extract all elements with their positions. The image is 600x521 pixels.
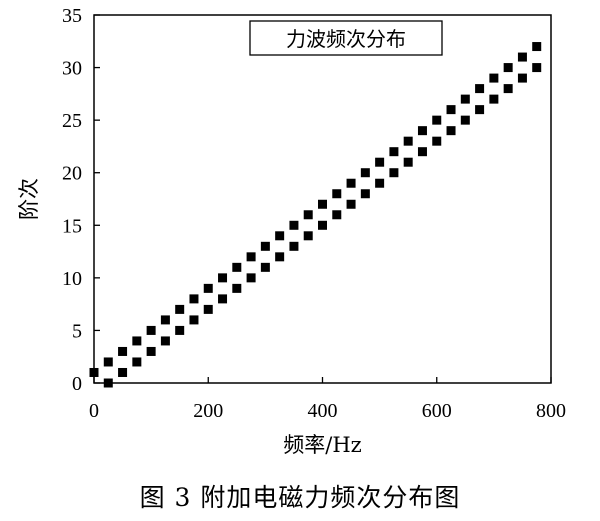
data-point-series-2 xyxy=(517,73,527,83)
data-point-series-1 xyxy=(318,199,327,209)
data-point-series-1 xyxy=(346,178,356,188)
data-point-series-1 xyxy=(432,115,442,125)
data-point-series-1 xyxy=(517,52,527,62)
data-point-series-2 xyxy=(289,241,299,251)
data-point-series-1 xyxy=(446,105,456,115)
data-point-series-2 xyxy=(346,199,356,209)
data-point-series-2 xyxy=(318,220,327,230)
data-point-series-1 xyxy=(260,241,270,251)
y-tick-label: 35 xyxy=(62,5,82,27)
data-point-series-1 xyxy=(103,357,113,367)
data-point-series-1 xyxy=(460,94,470,104)
data-point-series-1 xyxy=(389,147,399,157)
data-point-series-2 xyxy=(446,126,456,136)
data-point-series-1 xyxy=(275,231,285,241)
data-point-series-2 xyxy=(360,189,370,199)
data-point-series-2 xyxy=(260,262,270,272)
data-point-series-1 xyxy=(489,73,499,83)
data-point-series-2 xyxy=(175,325,185,335)
y-tick-label: 10 xyxy=(62,268,82,290)
data-point-series-1 xyxy=(417,126,427,136)
figure-caption: 图 3 附加电磁力频次分布图 xyxy=(139,483,461,512)
data-point-series-1 xyxy=(146,325,156,335)
data-point-series-2 xyxy=(489,94,499,104)
data-point-series-2 xyxy=(303,231,313,241)
data-point-series-2 xyxy=(432,136,442,146)
data-point-series-1 xyxy=(289,220,299,230)
data-point-series-2 xyxy=(218,294,228,304)
y-tick-label: 30 xyxy=(62,58,82,80)
data-point-series-2 xyxy=(118,367,128,377)
data-point-series-2 xyxy=(246,273,256,283)
data-point-series-1 xyxy=(203,283,213,293)
y-tick-label: 20 xyxy=(62,163,82,185)
y-tick-label: 5 xyxy=(72,320,82,342)
x-tick-label: 200 xyxy=(193,400,223,422)
data-point-series-1 xyxy=(246,252,256,262)
scatter-chart: 0 200 400 600 800 0 5 10 15 20 25 30 35 力波频次分布 频率/Hz… xyxy=(17,5,566,457)
data-point-series-1 xyxy=(403,136,413,146)
plot-area-frame xyxy=(93,14,552,384)
data-point-series-2 xyxy=(146,346,156,356)
data-point-series-1 xyxy=(303,210,313,220)
data-point-series-1 xyxy=(175,304,185,314)
data-point-series-2 xyxy=(475,105,485,115)
data-point-series-2 xyxy=(160,336,170,346)
data-point-series-2 xyxy=(403,157,413,167)
legend-box: 力波频次分布 xyxy=(249,20,443,56)
data-point-series-1 xyxy=(160,315,170,325)
data-point-series-1 xyxy=(189,294,199,304)
data-point-series-2 xyxy=(332,210,342,220)
data-point-series-2 xyxy=(417,147,427,157)
data-point-series-1 xyxy=(503,63,513,73)
y-tick-label: 15 xyxy=(62,215,82,237)
data-point-series-1 xyxy=(475,84,485,94)
chart-title: 力波频次分布 xyxy=(286,27,406,51)
data-point-series-1 xyxy=(218,273,228,283)
data-point-series-2 xyxy=(532,63,542,73)
data-point-series-2 xyxy=(132,357,142,367)
data-point-series-1 xyxy=(132,336,142,346)
data-point-series-1 xyxy=(532,42,542,52)
x-tick-label: 0 xyxy=(89,400,99,422)
data-point-series-1 xyxy=(232,262,242,272)
x-tick-label: 800 xyxy=(536,400,566,422)
data-point-series-2 xyxy=(189,315,199,325)
x-tick-label: 600 xyxy=(422,400,452,422)
data-point-series-2 xyxy=(275,252,285,262)
data-point-series-2 xyxy=(389,168,399,178)
x-tick-label: 400 xyxy=(308,400,338,422)
data-point-series-2 xyxy=(375,178,385,188)
data-point-series-1 xyxy=(332,189,342,199)
data-point-series-2 xyxy=(503,84,513,94)
data-point-series-2 xyxy=(460,115,470,125)
y-tick-label: 0 xyxy=(72,373,82,395)
data-point-series-1 xyxy=(375,157,385,167)
x-axis-label: 频率/Hz xyxy=(283,433,361,457)
data-point-series-1 xyxy=(118,346,128,356)
data-point-series-2 xyxy=(232,283,242,293)
data-point-series-2 xyxy=(203,304,213,314)
y-axis-label: 阶次 xyxy=(17,178,41,220)
data-point-series-1 xyxy=(360,168,370,178)
y-tick-label: 25 xyxy=(62,110,82,132)
